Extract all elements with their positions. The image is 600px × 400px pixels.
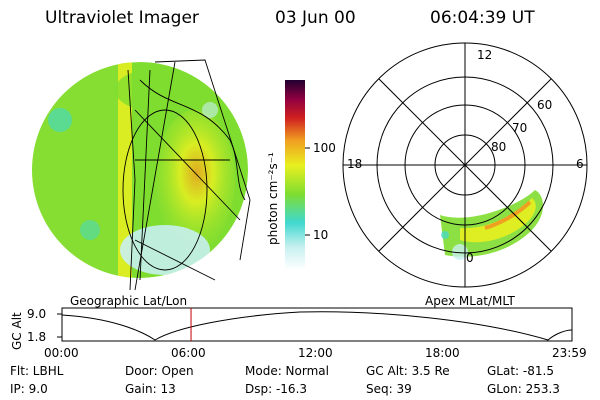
- mlat-label-70: 70: [512, 121, 528, 135]
- altitude-xtick-4: 23:59: [552, 346, 587, 360]
- mlt-label-18: 18: [347, 157, 363, 171]
- mlt-label-12: 12: [477, 48, 493, 62]
- mlat-label-80: 80: [491, 140, 507, 154]
- date-label: 03 Jun 00: [275, 8, 356, 28]
- altitude-ylabel: GC Alt: [10, 312, 24, 350]
- mlat-label-60: 60: [537, 98, 553, 112]
- right-panel-caption: Apex MLat/MLT: [425, 294, 515, 308]
- info-glat: GLat: -81.5: [487, 364, 554, 378]
- altitude-ytick-high: 9.0: [27, 307, 47, 321]
- colorbar-tick-100: 100: [313, 141, 336, 155]
- uv-emission-disk: [32, 62, 248, 278]
- altitude-xtick-0: 00:00: [44, 346, 79, 360]
- info-gain: Gain: 13: [125, 382, 176, 396]
- info-dsp: Dsp: -16.3: [245, 382, 308, 396]
- altitude-curve: [61, 311, 573, 341]
- info-ip: IP: 9.0: [10, 382, 48, 396]
- mlt-label-0: 0: [466, 251, 474, 265]
- altitude-ytick-low: 1.8: [27, 330, 47, 344]
- info-flt: Flt: LBHL: [10, 364, 64, 378]
- altitude-xtick-1: 06:00: [171, 346, 206, 360]
- info-gcalt: GC Alt: 3.5 Re: [366, 364, 450, 378]
- polar-grid: [342, 42, 588, 288]
- mlt-label-6: 6: [576, 157, 584, 171]
- info-door: Door: Open: [125, 364, 194, 378]
- left-panel-caption: Geographic Lat/Lon: [70, 294, 188, 308]
- colorbar: [285, 80, 310, 270]
- info-mode: Mode: Normal: [245, 364, 329, 378]
- altitude-xtick-2: 12:00: [298, 346, 333, 360]
- geographic-grid: [122, 59, 251, 291]
- info-seq: Seq: 39: [366, 382, 412, 396]
- instrument-title: Ultraviolet Imager: [45, 8, 199, 28]
- altitude-xtick-3: 18:00: [425, 346, 460, 360]
- info-glon: GLon: 253.3: [487, 382, 560, 396]
- colorbar-tick-10: 10: [313, 228, 329, 242]
- time-label: 06:04:39 UT: [430, 8, 535, 28]
